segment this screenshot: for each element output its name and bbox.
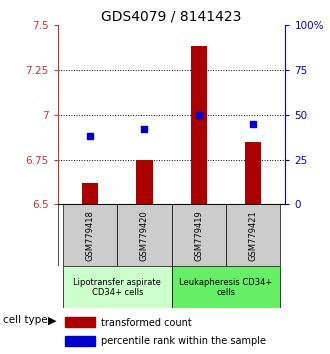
Text: Leukapheresis CD34+
cells: Leukapheresis CD34+ cells (179, 278, 273, 297)
Bar (226, 205, 280, 266)
Bar (191, 46, 207, 205)
Bar (65, 336, 95, 346)
Bar (245, 142, 261, 205)
Text: cell type: cell type (3, 315, 48, 325)
Bar (65, 317, 95, 327)
Point (88, 133, 93, 139)
Text: GSM779418: GSM779418 (86, 210, 95, 261)
Point (142, 126, 147, 132)
Bar (117, 205, 172, 266)
Text: GSM779421: GSM779421 (248, 210, 257, 261)
Bar (136, 160, 152, 205)
Text: ▶: ▶ (48, 315, 56, 325)
Point (196, 112, 201, 118)
Bar (82, 183, 98, 205)
Bar (63, 266, 172, 308)
Point (250, 121, 255, 126)
Text: GSM779420: GSM779420 (140, 210, 149, 261)
Bar (172, 266, 280, 308)
Bar (172, 205, 226, 266)
Title: GDS4079 / 8141423: GDS4079 / 8141423 (101, 10, 242, 24)
Text: transformed count: transformed count (101, 318, 192, 328)
Text: GSM779419: GSM779419 (194, 210, 203, 261)
Text: Lipotransfer aspirate
CD34+ cells: Lipotransfer aspirate CD34+ cells (74, 278, 161, 297)
Bar (63, 205, 117, 266)
Text: percentile rank within the sample: percentile rank within the sample (101, 336, 266, 346)
